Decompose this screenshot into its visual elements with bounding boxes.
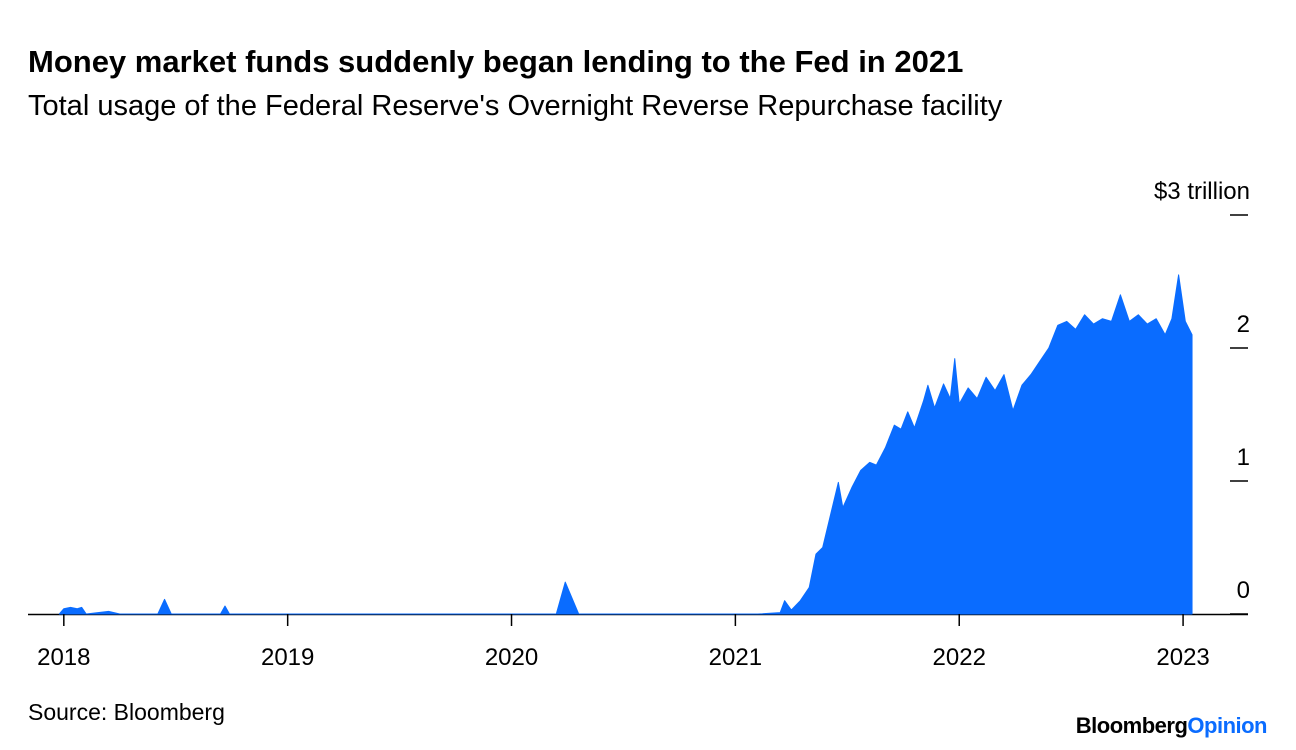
x-tick-label: 2019 xyxy=(261,644,314,671)
x-tick-label: 2021 xyxy=(709,644,762,671)
x-tick-label: 2022 xyxy=(933,644,986,671)
x-tick-label: 2018 xyxy=(37,644,90,671)
y-tick-label: 1 xyxy=(1237,444,1250,471)
y-tick-label: 2 xyxy=(1237,311,1250,338)
area xyxy=(58,274,1193,615)
x-tick-label: 2023 xyxy=(1156,644,1209,671)
brand: BloombergOpinion xyxy=(1076,713,1267,738)
y-tick-label: $3 trillion xyxy=(1154,178,1250,205)
y-tick-label: 0 xyxy=(1237,577,1250,604)
chart-subtitle: Total usage of the Federal Reserve's Ove… xyxy=(28,90,1003,122)
x-tick-label: 2020 xyxy=(485,644,538,671)
source: Source: Bloomberg xyxy=(28,699,225,725)
brand-name: Bloomberg xyxy=(1076,713,1188,738)
brand-accent: Opinion xyxy=(1187,713,1267,738)
chart-title: Money market funds suddenly began lendin… xyxy=(28,44,963,79)
